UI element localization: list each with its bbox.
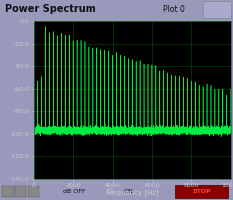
FancyBboxPatch shape [28,186,39,197]
Text: ○: ○ [106,188,113,194]
FancyBboxPatch shape [203,1,231,18]
Text: STOP: STOP [192,189,211,194]
Text: ON: ON [123,189,133,194]
Text: dB OFF: dB OFF [63,189,86,194]
X-axis label: Frequency [Hz]: Frequency [Hz] [106,190,159,196]
FancyBboxPatch shape [2,186,14,197]
Text: Plot 0: Plot 0 [163,5,185,14]
Text: Power Spectrum: Power Spectrum [5,4,95,15]
FancyBboxPatch shape [15,186,26,197]
FancyBboxPatch shape [175,185,228,198]
